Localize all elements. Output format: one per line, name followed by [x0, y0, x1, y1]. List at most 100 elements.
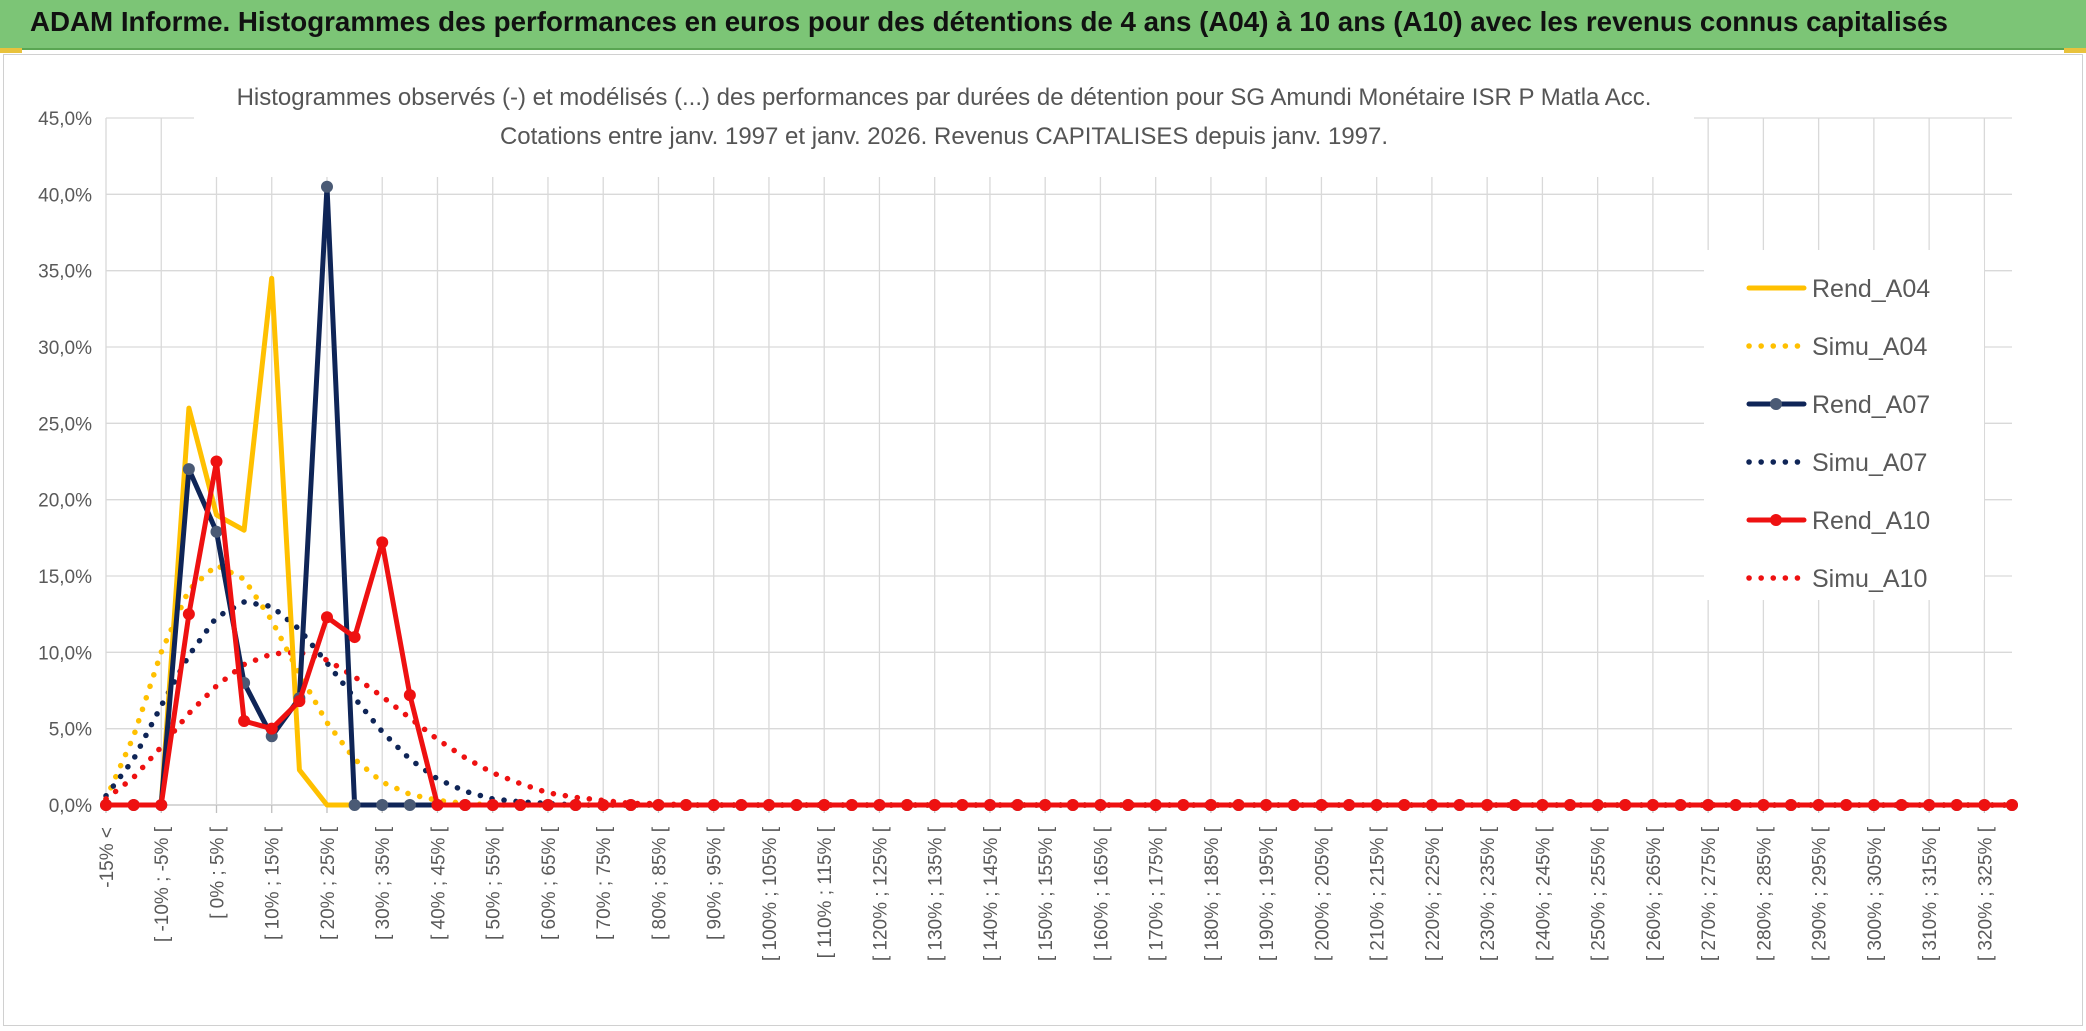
corner-accent-right — [2064, 48, 2086, 53]
point-Rend_A10 — [1370, 799, 1383, 811]
point-Rend_A10 — [459, 799, 472, 811]
point-Rend_A10 — [376, 536, 389, 549]
x-tick-group: [ 310% ; 315% [ — [1920, 826, 1941, 961]
x-tick-label: [ 0% ; 5% [ — [207, 826, 228, 919]
legend-background — [1704, 250, 1984, 600]
point-Rend_A10 — [928, 799, 941, 811]
point-Rend_A10 — [265, 722, 278, 735]
point-Rend_A10 — [1066, 799, 1079, 811]
y-tick-label: 20,0% — [38, 491, 92, 512]
y-tick-label: 10,0% — [38, 643, 92, 664]
point-Rend_A10 — [1674, 799, 1687, 811]
report-title: ADAM Informe. Histogrammes des performan… — [30, 6, 1948, 37]
point-Rend_A10 — [1011, 799, 1024, 811]
x-tick-group: [ 320% ; 325% [ — [1975, 826, 1996, 961]
x-tick-group: [ 170% ; 175% [ — [1147, 826, 1168, 961]
legend-label-Rend_A10: Rend_A10 — [1812, 507, 1930, 535]
point-Rend_A07 — [376, 799, 389, 811]
legend-label-Rend_A04: Rend_A04 — [1812, 275, 1930, 303]
x-tick-group: [ 0% ; 5% [ — [207, 826, 228, 919]
x-tick-group: [ 10% ; 15% [ — [263, 826, 284, 940]
x-tick-label: [ 80% ; 85% [ — [649, 826, 670, 940]
point-Rend_A10 — [2006, 799, 2018, 811]
point-Rend_A10 — [707, 799, 720, 811]
point-Rend_A10 — [1508, 799, 1521, 811]
point-Rend_A10 — [1564, 799, 1577, 811]
x-tick-label: [ 240% ; 245% [ — [1533, 826, 1554, 961]
x-tick-group: [ 210% ; 215% [ — [1368, 826, 1389, 961]
point-Rend_A10 — [983, 799, 996, 811]
point-Rend_A10 — [790, 799, 803, 811]
x-tick-label: [ 10% ; 15% [ — [263, 826, 284, 940]
point-Rend_A10 — [1729, 799, 1742, 811]
point-Rend_A10 — [1398, 799, 1411, 811]
point-Rend_A07 — [403, 799, 416, 811]
x-tick-group: [ 90% ; 95% [ — [705, 826, 726, 940]
point-Rend_A10 — [1453, 799, 1466, 811]
x-tick-label: [ 170% ; 175% [ — [1147, 826, 1168, 961]
x-tick-label: [ 260% ; 265% [ — [1644, 826, 1665, 961]
point-Rend_A10 — [155, 799, 168, 811]
x-tick-group: [ 280% ; 285% [ — [1754, 826, 1775, 961]
point-Rend_A10 — [1122, 799, 1135, 811]
x-tick-group: [ 80% ; 85% [ — [649, 826, 670, 940]
x-tick-group: [ 180% ; 185% [ — [1202, 826, 1223, 961]
x-tick-label: [ 110% ; 115% [ — [815, 826, 836, 958]
point-Rend_A07 — [320, 180, 333, 193]
x-tick-label: [ 60% ; 65% [ — [539, 826, 560, 940]
y-tick-label: 40,0% — [38, 185, 92, 206]
x-tick-label: [ 180% ; 185% [ — [1202, 826, 1223, 961]
x-tick-label: [ 50% ; 55% [ — [484, 826, 505, 940]
chart-subtitle: Cotations entre janv. 1997 et janv. 2026… — [500, 123, 1388, 150]
x-tick-group: [ 290% ; 295% [ — [1810, 826, 1831, 961]
point-Rend_A10 — [1149, 799, 1162, 811]
x-axis: -15% < [ -10% ; -5% [ [ 0% ; 5% [ [ 10% ; 1… — [97, 805, 1996, 961]
point-Rend_A10 — [735, 799, 748, 811]
point-Rend_A10 — [320, 611, 333, 624]
point-Rend_A10 — [514, 799, 527, 811]
point-Rend_A10 — [1702, 799, 1715, 811]
x-tick-label: [ 210% ; 215% [ — [1368, 826, 1389, 961]
point-Rend_A10 — [1343, 799, 1356, 811]
x-tick-label: [ 300% ; 305% [ — [1865, 826, 1886, 961]
x-tick-label: [ 200% ; 205% [ — [1312, 826, 1333, 961]
x-tick-group: [ 300% ; 305% [ — [1865, 826, 1886, 961]
point-Rend_A10 — [1232, 799, 1245, 811]
point-Rend_A10 — [1840, 799, 1853, 811]
corner-accent-left — [0, 48, 22, 53]
point-Rend_A10 — [1177, 799, 1190, 811]
y-tick-label: 25,0% — [38, 414, 92, 435]
x-tick-label: [ 320% ; 325% [ — [1975, 826, 1996, 961]
point-Rend_A10 — [127, 799, 140, 811]
x-tick-label: -15% < — [97, 827, 118, 888]
point-Rend_A10 — [1978, 799, 1991, 811]
x-tick-label: [ 150% ; 155% [ — [1036, 826, 1057, 961]
point-Rend_A10 — [431, 799, 444, 811]
x-tick-group: [ 240% ; 245% [ — [1533, 826, 1554, 961]
y-axis: 0,0% 5,0% 10,0% 15,0% 20,0% 25,0% 30,0% 35,0% 40… — [38, 109, 92, 817]
point-Rend_A07 — [348, 799, 361, 811]
point-Rend_A10 — [1619, 799, 1632, 811]
point-Rend_A10 — [597, 799, 610, 811]
x-tick-group: [ 50% ; 55% [ — [484, 826, 505, 940]
x-tick-label: [ -10% ; -5% [ — [152, 826, 173, 942]
series-line-Rend_A10 — [103, 459, 2015, 808]
point-Rend_A10 — [100, 799, 112, 811]
x-tick-label: [ 120% ; 125% [ — [870, 826, 891, 961]
x-tick-group: [ 250% ; 255% [ — [1589, 826, 1610, 961]
point-Rend_A10 — [293, 695, 306, 708]
point-Rend_A10 — [403, 689, 416, 702]
x-tick-group: [ -10% ; -5% [ — [152, 826, 173, 942]
point-Rend_A10 — [1812, 799, 1825, 811]
x-tick-group: [ 190% ; 195% [ — [1257, 826, 1278, 961]
point-Rend_A10 — [210, 455, 223, 468]
point-Rend_A10 — [348, 631, 361, 644]
x-tick-label: [ 190% ; 195% [ — [1257, 826, 1278, 961]
point-Rend_A10 — [182, 608, 195, 621]
point-Rend_A10 — [1315, 799, 1328, 811]
point-Rend_A10 — [1287, 799, 1300, 811]
x-tick-group: [ 100% ; 105% [ — [760, 826, 781, 961]
point-Rend_A10 — [1204, 799, 1217, 811]
point-Rend_A10 — [956, 799, 969, 811]
x-tick-label: [ 20% ; 25% [ — [318, 826, 339, 940]
